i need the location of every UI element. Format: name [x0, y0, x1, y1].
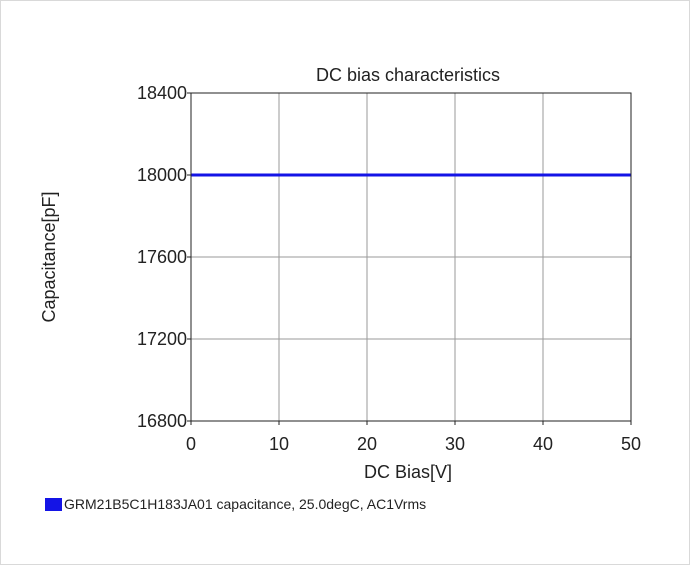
x-tick-label: 20 — [357, 434, 377, 454]
chart-title: DC bias characteristics — [316, 65, 500, 85]
y-tick-label: 18000 — [137, 165, 187, 185]
legend-swatch — [45, 497, 62, 511]
legend: GRM21B5C1H183JA01 capacitance, 25.0degC,… — [45, 496, 426, 512]
grid — [191, 93, 631, 421]
y-tick-label: 17600 — [137, 247, 187, 267]
x-tick-label: 50 — [621, 434, 641, 454]
x-tick-label: 0 — [186, 434, 196, 454]
x-axis-ticks: 0 10 20 30 40 50 — [186, 421, 641, 454]
y-axis-ticks: 16800 17200 17600 18000 18400 — [137, 83, 191, 431]
y-axis-label: Capacitance[pF] — [39, 191, 59, 322]
x-tick-label: 40 — [533, 434, 553, 454]
y-tick-label: 17200 — [137, 329, 187, 349]
x-axis-label: DC Bias[V] — [364, 462, 452, 482]
legend-label: GRM21B5C1H183JA01 capacitance, 25.0degC,… — [64, 496, 427, 512]
x-tick-label: 30 — [445, 434, 465, 454]
y-tick-label: 18400 — [137, 83, 187, 103]
y-tick-label: 16800 — [137, 411, 187, 431]
x-tick-label: 10 — [269, 434, 289, 454]
